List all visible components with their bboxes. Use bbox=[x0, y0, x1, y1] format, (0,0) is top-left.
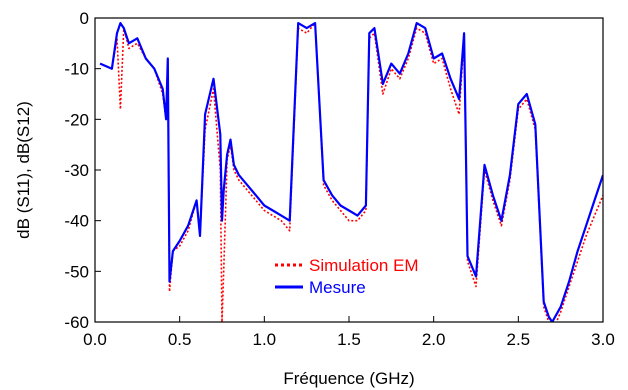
x-tick-label: 1.5 bbox=[337, 330, 361, 349]
series-line-simulation bbox=[99, 22, 603, 322]
y-tick-label: -30 bbox=[64, 161, 89, 180]
y-axis-title: dB (S11), dB(S12) bbox=[14, 101, 33, 239]
ticks-layer: 0.0 0.5 1.0 1.5 2.0 2.5 3.0 0 -10 -20 -30 -40 -50 -60 bbox=[64, 9, 614, 349]
x-tick-label: 1.0 bbox=[253, 330, 277, 349]
plot-frame bbox=[94, 17, 604, 323]
y-tick-label: -10 bbox=[64, 60, 89, 79]
x-tick-label: 2.0 bbox=[422, 330, 446, 349]
series-line-mesure bbox=[99, 22, 603, 322]
y-tick-label: -50 bbox=[64, 262, 89, 281]
x-axis-title: Fréquence (GHz) bbox=[283, 369, 414, 388]
y-tick-label: -40 bbox=[64, 212, 89, 231]
series-layer bbox=[99, 22, 603, 322]
y-tick-label: 0 bbox=[80, 9, 89, 28]
x-tick-label: 3.0 bbox=[591, 330, 615, 349]
x-tick-label: 0.5 bbox=[168, 330, 192, 349]
legend: Simulation EM Mesure bbox=[275, 256, 419, 297]
y-tick-label: -20 bbox=[64, 110, 89, 129]
legend-label-mesure: Mesure bbox=[309, 278, 366, 297]
x-tick-label: 0.0 bbox=[83, 330, 107, 349]
x-tick-label: 2.5 bbox=[507, 330, 531, 349]
y-tick-label: -60 bbox=[64, 313, 89, 332]
legend-label-simulation: Simulation EM bbox=[309, 256, 419, 275]
